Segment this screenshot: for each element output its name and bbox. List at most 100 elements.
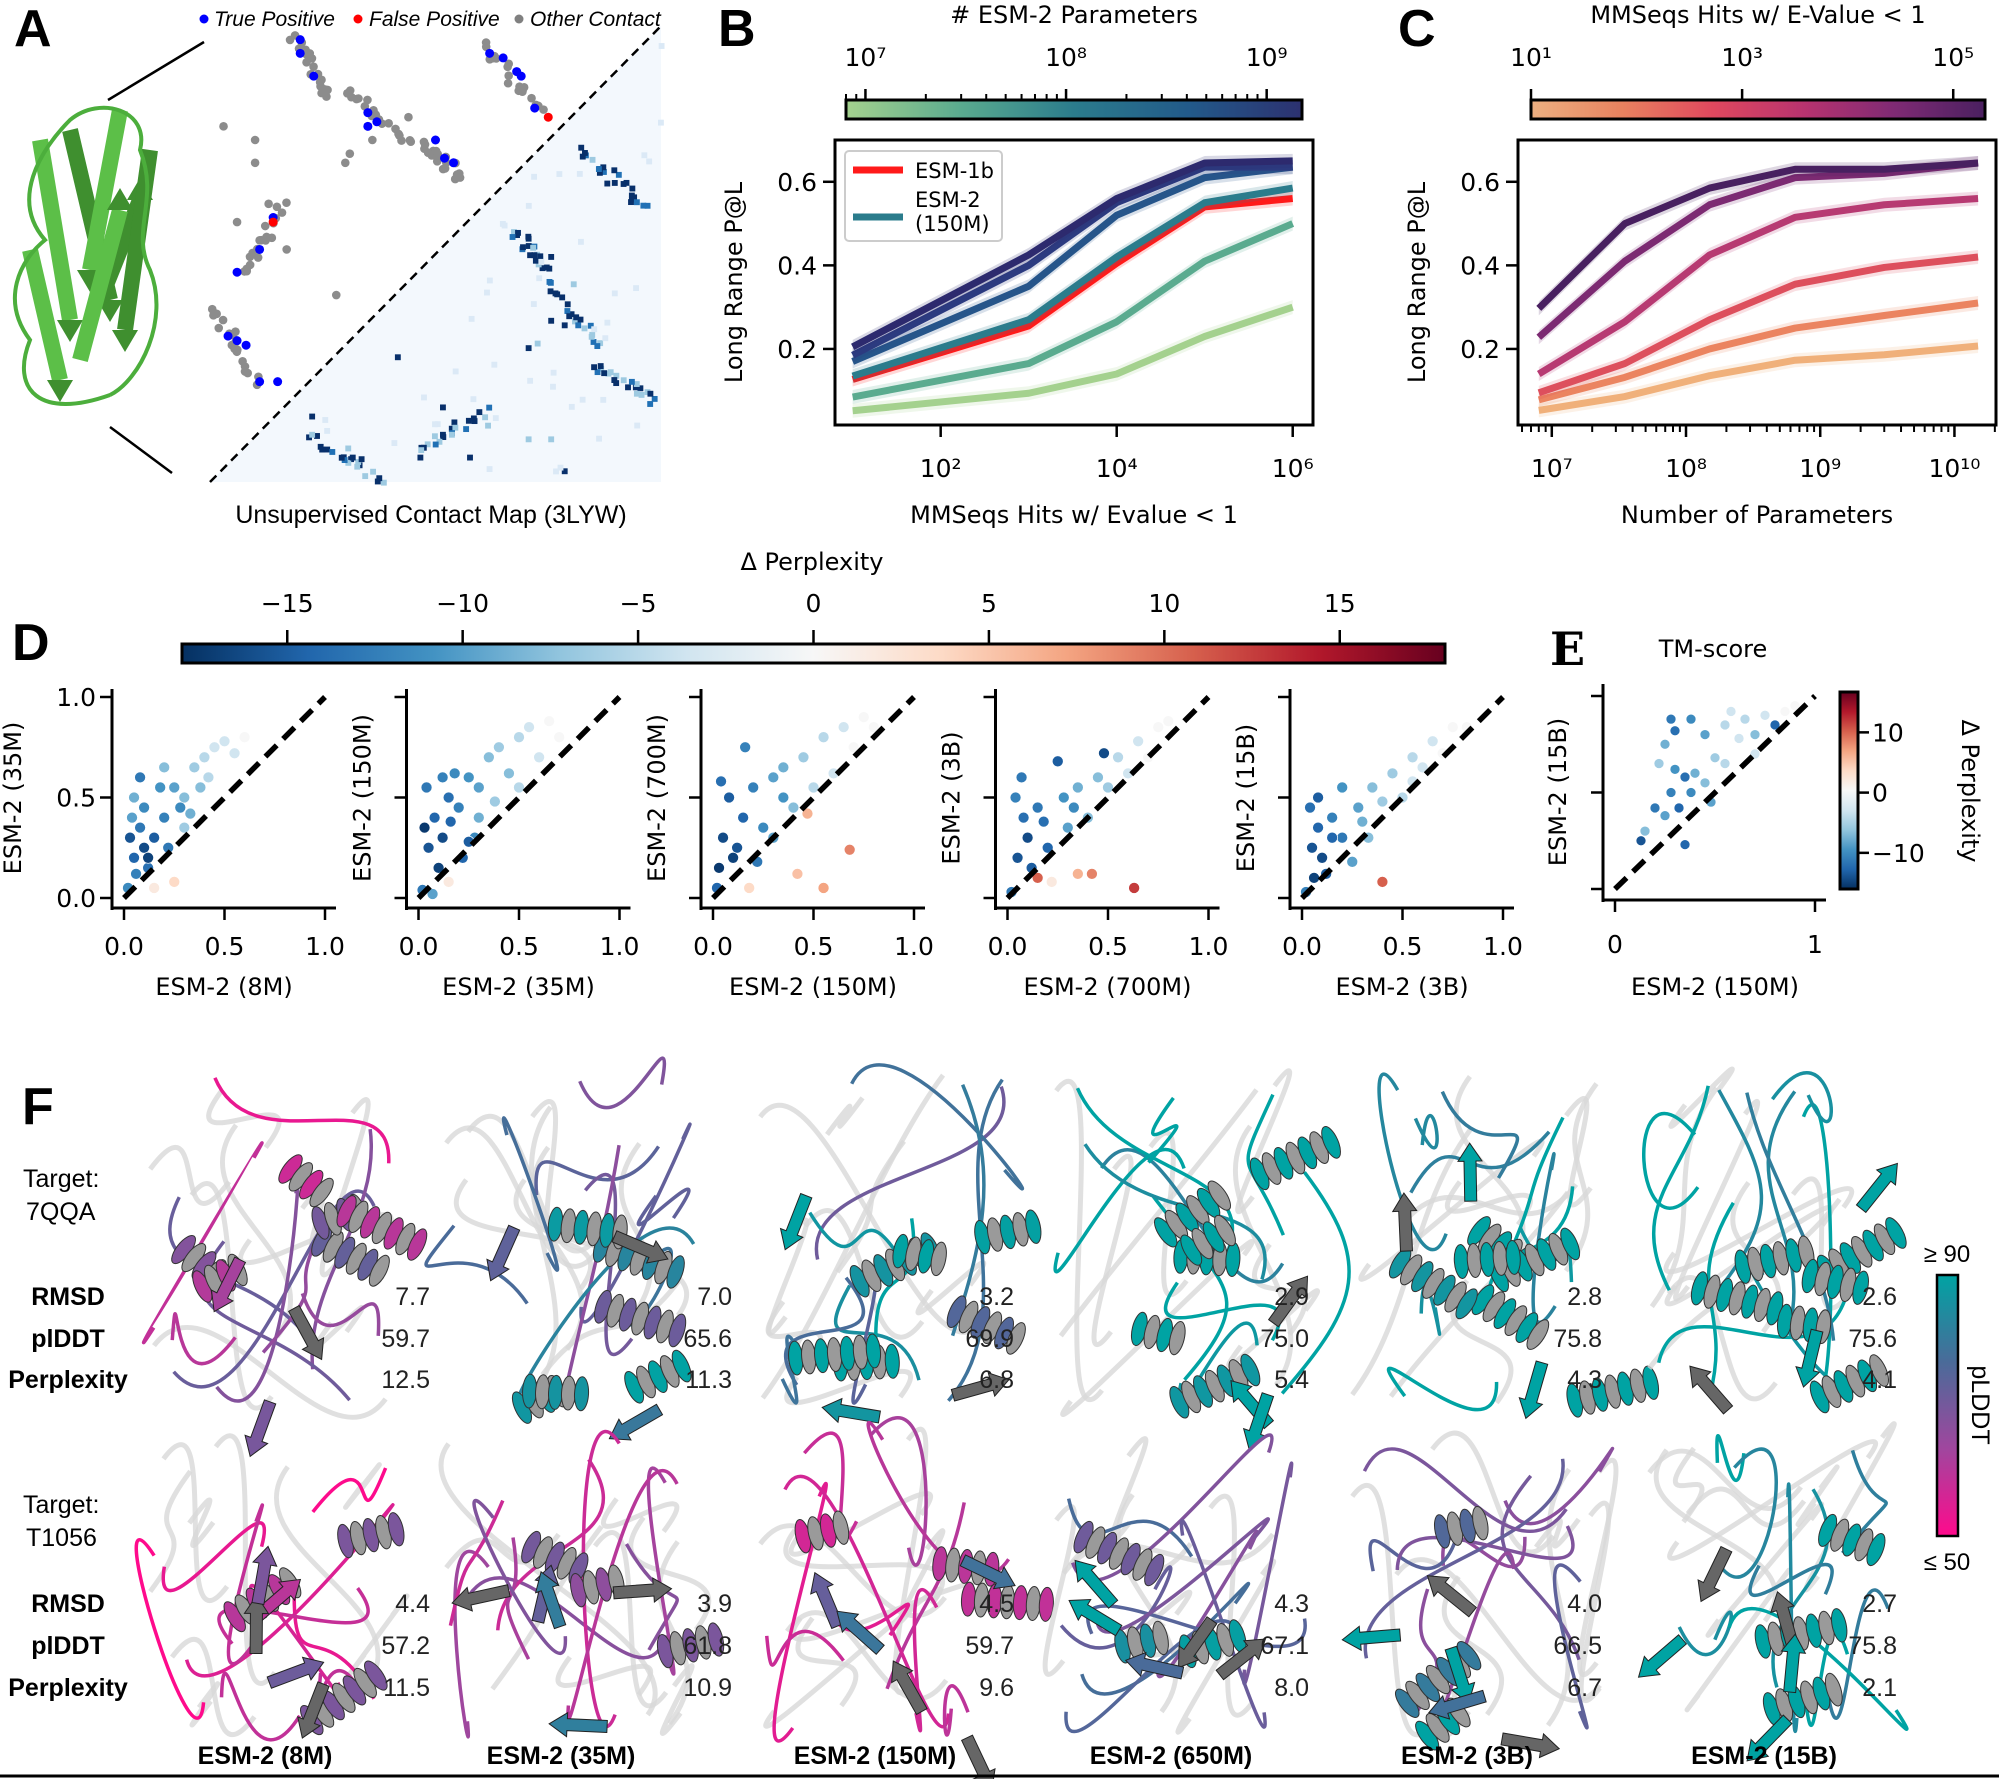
heatmap-cell <box>646 158 653 165</box>
y-axis-label: ESM-2 (15B) <box>1232 724 1260 872</box>
other-contact-dot <box>440 164 450 173</box>
loop <box>311 1467 388 1514</box>
x-axis-label: MMSeqs Hits w/ Evalue < 1 <box>910 501 1238 529</box>
series-line-5 <box>1536 159 1979 311</box>
heatmap-cell <box>579 153 586 160</box>
other-contact-dot <box>250 158 260 168</box>
metric-value-perplexity: 6.7 <box>1567 1674 1602 1702</box>
protein-structure <box>134 1433 410 1742</box>
loop <box>1064 1619 1243 1734</box>
heatmap-cell <box>633 199 640 206</box>
scatter-point <box>1685 713 1697 725</box>
heatmap-cell <box>484 289 490 296</box>
protein-structure <box>758 1063 1042 1424</box>
other-contact-dot <box>282 245 291 254</box>
beta-strand <box>1267 1275 1309 1328</box>
identity-dashed-line <box>1005 695 1211 900</box>
other-contact-dot <box>260 221 270 231</box>
protein-structure <box>141 1077 428 1458</box>
false-positive-marker <box>353 14 363 24</box>
reference-backbone <box>1668 1066 1735 1129</box>
scatter-point <box>1376 795 1389 808</box>
scatter-point <box>124 831 136 844</box>
scatter-point <box>442 791 455 804</box>
loop <box>1059 1565 1173 1650</box>
heatmap-cell <box>561 468 568 475</box>
series-line-4 <box>851 163 1294 365</box>
loop <box>534 1145 660 1196</box>
heatmap-cell <box>604 319 611 326</box>
heatmap-cell <box>467 454 473 461</box>
heatmap-cell <box>602 335 609 342</box>
heatmap-cell <box>640 202 647 209</box>
colorbar-tick-label: 0 <box>1872 779 1888 808</box>
protein-structure <box>1350 1072 1660 1420</box>
scatter-point <box>791 868 804 880</box>
heatmap-cell <box>539 265 546 272</box>
scatter-point <box>1102 781 1114 794</box>
scatter-point <box>807 781 820 794</box>
reference-backbone <box>213 1433 277 1686</box>
zoom-line-bottom <box>109 425 173 475</box>
helix <box>1394 1641 1482 1718</box>
metric-value-perplexity: 4.3 <box>1567 1366 1602 1394</box>
heatmap-cell <box>577 316 584 323</box>
loop <box>217 1587 370 1645</box>
beta-strand <box>1215 1638 1267 1681</box>
beta-strand <box>251 1545 278 1606</box>
reference-backbone <box>785 1610 949 1702</box>
metric-value-rmsd: 2.7 <box>1862 1590 1897 1618</box>
scatter-point <box>238 731 251 744</box>
scatter-point <box>1719 758 1731 769</box>
metric-value-perplexity: 10.9 <box>683 1674 732 1702</box>
colorbar-label: pLDDT <box>1966 1365 1994 1444</box>
protein-structure <box>438 1430 725 1739</box>
reference-backbone <box>1647 1197 1842 1370</box>
y-tick-label: 0.4 <box>1460 251 1500 280</box>
heatmap-cell <box>591 364 598 371</box>
other-contact-dot <box>491 54 501 63</box>
metric-value-rmsd: 2.8 <box>1567 1283 1602 1311</box>
y-axis-label: ESM-2 (700M) <box>643 714 671 882</box>
other-contact-dot <box>316 82 325 91</box>
scatter-panel-3: 0.0 0.5 1.0 ESM-2 (150M) ESM-2 (700M) <box>643 689 934 1001</box>
scatter-point <box>1308 872 1320 884</box>
helix <box>278 1154 334 1208</box>
x-axis-label: ESM-2 (150M) <box>729 973 897 1001</box>
heatmap-cell <box>600 169 607 175</box>
model-label: ESM-2 (15B) <box>1691 1742 1837 1770</box>
loop <box>1714 1447 1778 1579</box>
heatmap-cell <box>647 401 654 407</box>
colorbar-tick-label: 10⁹ <box>1246 43 1288 72</box>
loop <box>1786 1482 1799 1733</box>
loop <box>1766 1090 1797 1323</box>
heatmap-cell <box>604 180 611 187</box>
scatter-point <box>154 781 167 794</box>
identity-dashed-line <box>122 695 327 900</box>
heatmap-cell <box>550 383 556 390</box>
heatmap-cell <box>525 345 532 352</box>
loop <box>1841 1449 1888 1555</box>
scatter-point <box>715 775 727 788</box>
reference-backbone <box>1653 1448 1778 1623</box>
scatter-point <box>1112 751 1124 764</box>
true-positive-dot <box>255 244 265 254</box>
metric-value-perplexity: 9.6 <box>979 1674 1014 1702</box>
x-tick-label: 10⁸ <box>1665 454 1707 483</box>
other-contact-dot <box>322 92 331 101</box>
x-axis-label: ESM-2 (700M) <box>1024 973 1192 1001</box>
loop <box>833 1284 921 1381</box>
reference-backbone <box>618 1142 653 1319</box>
colorbar-tick-label: −10 <box>436 589 489 618</box>
scatter-point <box>1376 876 1389 888</box>
confidence-band <box>1538 155 1979 345</box>
loop <box>942 1684 970 1737</box>
x-tick-label: 0.5 <box>794 932 834 961</box>
loop <box>1395 1525 1575 1571</box>
scatter-point <box>1071 781 1084 794</box>
beta-strand <box>266 1656 325 1689</box>
scatter-point <box>1051 755 1064 768</box>
scatter-point <box>428 811 441 824</box>
scatter-point <box>1639 825 1651 837</box>
